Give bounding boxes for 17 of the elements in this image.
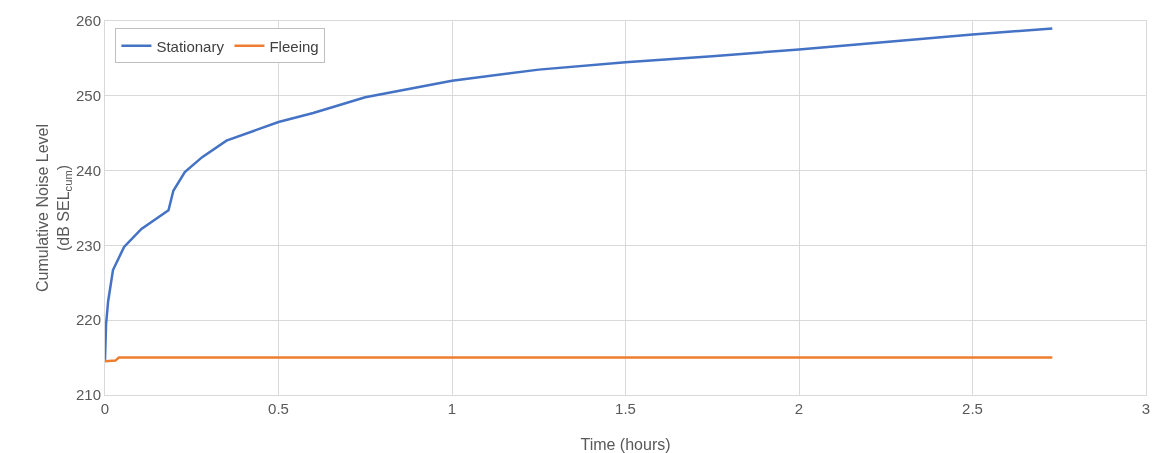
x-tick-label: 3 <box>1141 400 1151 417</box>
line-series <box>105 27 1054 362</box>
x-tick-label: 1 <box>447 400 457 417</box>
x-axis-title: Time (hours) <box>580 436 671 453</box>
x-tick-label: 2.5 <box>962 400 983 417</box>
legend-label: Fleeing <box>269 37 319 55</box>
x-tick-label: 2 <box>794 400 804 417</box>
y-tick-label: 220 <box>75 311 101 329</box>
y-tick-label: 240 <box>75 161 101 179</box>
legend-label: Stationary <box>156 37 225 55</box>
y-tick-label: 210 <box>75 386 101 404</box>
y-tick-label: 250 <box>75 87 101 105</box>
x-tick-label: 0.5 <box>268 400 289 417</box>
y-tick-label: 260 <box>75 12 101 30</box>
x-tick-label: 1.5 <box>615 400 636 417</box>
x-tick-label: 0 <box>100 400 110 417</box>
y-tick-label: 230 <box>75 236 101 254</box>
